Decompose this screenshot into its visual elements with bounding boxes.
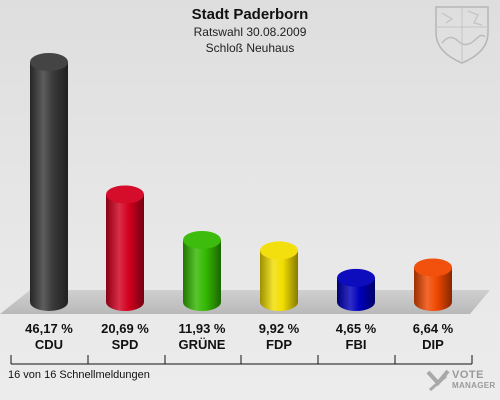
value-label: 46,17 % bbox=[25, 321, 73, 336]
value-label: 20,69 % bbox=[101, 321, 149, 336]
footer-status: 16 von 16 Schnellmeldungen bbox=[8, 369, 150, 381]
value-label: 11,93 % bbox=[179, 321, 226, 336]
category-label: GRÜNE bbox=[179, 337, 226, 352]
bar-dip bbox=[414, 258, 452, 311]
value-label: 4,65 % bbox=[336, 321, 377, 336]
vote-manager-logo: VOTE MANAGER bbox=[425, 368, 500, 398]
category-label: FDP bbox=[266, 337, 292, 352]
chart-subtitle-election: Ratswahl 30.08.2009 bbox=[193, 25, 307, 39]
chart-title: Stadt Paderborn bbox=[191, 6, 309, 23]
bar-fbi bbox=[337, 268, 375, 311]
vote-manager-brand: VOTE bbox=[452, 369, 484, 381]
bar-spd bbox=[106, 185, 144, 311]
category-label: DIP bbox=[422, 337, 444, 352]
bar-grüne bbox=[183, 230, 221, 311]
bar-fdp bbox=[260, 241, 298, 311]
category-label: SPD bbox=[112, 337, 139, 352]
value-label: 6,64 % bbox=[413, 321, 454, 336]
bar-cdu bbox=[30, 53, 68, 311]
vote-manager-icon bbox=[426, 369, 450, 392]
coat-of-arms-icon bbox=[435, 6, 489, 64]
value-label: 9,92 % bbox=[259, 321, 300, 336]
category-label: FBI bbox=[346, 337, 367, 352]
category-label: CDU bbox=[35, 337, 63, 352]
vote-manager-brand-sub: MANAGER bbox=[452, 381, 496, 390]
x-axis bbox=[10, 355, 473, 365]
chart-subtitle-district: Schloß Neuhaus bbox=[205, 41, 295, 55]
